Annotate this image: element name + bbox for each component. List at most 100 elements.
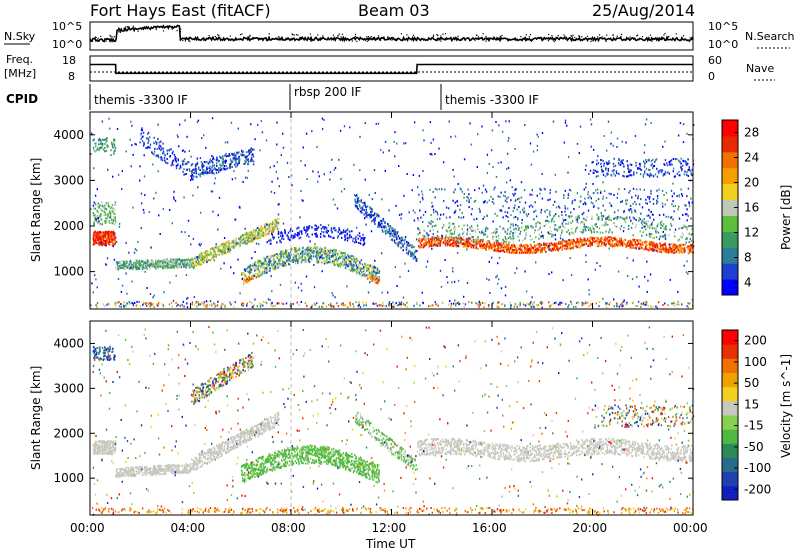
scatter-cell: [352, 257, 354, 260]
scatter-cell: [493, 243, 496, 246]
scatter-cell: [319, 260, 321, 263]
scatter-cell: [625, 221, 627, 223]
scatter-cell: [359, 235, 361, 238]
scatter-cell: [664, 228, 666, 231]
scatter-cell: [172, 265, 175, 268]
scatter-cell: [691, 233, 693, 235]
scatter-cell: [605, 223, 607, 226]
scatter-cell: [678, 227, 680, 230]
scatter-cell: [144, 261, 146, 263]
scatter-cell: [439, 243, 441, 246]
scatter-cell: [345, 265, 347, 268]
scatter-cell: [98, 215, 101, 217]
scatter-cell: [436, 234, 439, 237]
scatter-cell: [148, 265, 151, 268]
scatter-cell: [208, 259, 210, 262]
scatter-cell: [416, 249, 418, 252]
scatter-cell: [595, 223, 597, 226]
scatter-cell: [247, 268, 249, 271]
scatter-cell: [157, 154, 159, 157]
scatter-cell: [237, 242, 239, 245]
scatter-cell: [157, 265, 159, 268]
noise-left-tick-top: 10^5: [52, 20, 82, 33]
scatter-cell: [535, 251, 537, 254]
scatter-cell: [308, 257, 310, 260]
scatter-cell: [460, 240, 462, 243]
scatter-cell: [135, 265, 137, 268]
scatter-cell: [273, 261, 275, 264]
scatter-cell: [138, 263, 140, 266]
scatter-cell: [593, 227, 595, 230]
scatter-cell: [222, 162, 225, 165]
scatter-cell: [521, 251, 523, 253]
scatter-cell: [147, 264, 149, 267]
scatter-cell: [110, 231, 112, 233]
scatter-cell: [138, 259, 141, 262]
scatter-cell: [422, 221, 424, 223]
scatter-cell: [317, 254, 320, 257]
scatter-cell: [532, 226, 535, 229]
scatter-cell: [591, 225, 593, 227]
scatter-cell: [473, 239, 475, 241]
scatter-cell: [170, 148, 172, 151]
scatter-cell: [215, 171, 218, 174]
scatter-cell: [512, 243, 514, 246]
noise-search-dot: [341, 33, 344, 35]
scatter-cell: [615, 243, 618, 246]
scatter-cell: [463, 224, 465, 227]
scatter-cell: [222, 164, 224, 167]
scatter-cell: [208, 160, 211, 163]
scatter-cell: [115, 147, 117, 149]
noise-search-dot: [379, 39, 382, 42]
scatter-cell: [535, 236, 537, 239]
scatter-cell: [427, 237, 429, 240]
scatter-cell: [512, 223, 514, 226]
scatter-cell: [566, 231, 568, 233]
scatter-cell: [538, 248, 540, 251]
noise-search-dot: [679, 40, 681, 42]
scatter-cell: [277, 259, 280, 262]
scatter-cell: [213, 167, 216, 169]
scatter-cell: [297, 226, 299, 229]
scatter-cell: [362, 239, 365, 241]
scatter-cell: [375, 278, 377, 281]
scatter-cell: [677, 246, 680, 249]
scatter-cell: [375, 215, 378, 218]
scatter-cell: [499, 242, 501, 245]
scatter-cell: [143, 141, 145, 144]
scatter-cell: [178, 266, 180, 269]
scatter-cell: [525, 226, 527, 229]
scatter-cell: [92, 240, 95, 243]
scatter-cell: [641, 247, 643, 250]
scatter-cell: [555, 244, 557, 247]
scatter-cell: [104, 204, 106, 207]
scatter-cell: [408, 245, 410, 247]
scatter-cell: [192, 175, 195, 178]
scatter-cell: [485, 248, 487, 251]
scatter-cell: [229, 158, 232, 161]
scatter-cell: [670, 250, 672, 253]
scatter-cell: [673, 247, 675, 250]
scatter-cell: [269, 267, 271, 270]
scatter-cell: [527, 247, 529, 250]
noise-search-dot: [651, 40, 653, 42]
scatter-cell: [497, 246, 499, 249]
scatter-cell: [359, 272, 361, 275]
scatter-cell: [346, 264, 349, 267]
scatter-cell: [440, 240, 442, 243]
scatter-cell: [98, 221, 100, 224]
scatter-cell: [335, 249, 337, 252]
scatter-cell: [232, 239, 234, 242]
scatter-cell: [265, 266, 267, 269]
scatter-cell: [174, 155, 176, 158]
scatter-cell: [107, 231, 109, 234]
scatter-cell: [159, 261, 162, 264]
scatter-cell: [644, 248, 646, 250]
scatter-cell: [366, 275, 369, 278]
noise-search-dot: [541, 37, 543, 39]
scatter-cell: [384, 229, 386, 232]
scatter-cell: [436, 230, 439, 233]
scatter-cell: [234, 154, 236, 157]
scatter-cell: [371, 271, 373, 274]
scatter-cell: [474, 239, 476, 242]
